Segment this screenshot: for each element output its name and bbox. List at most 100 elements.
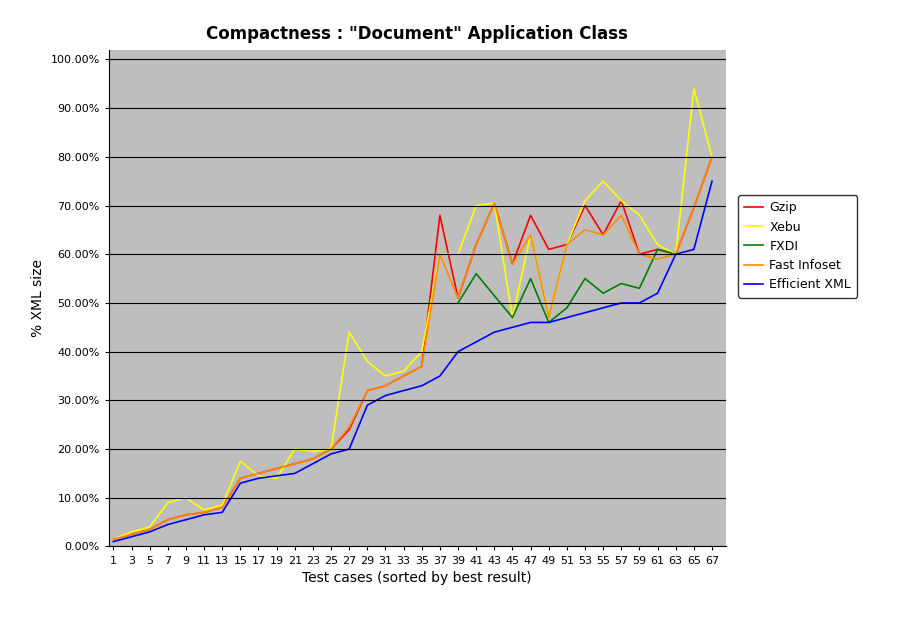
Efficient XML (471, 338, 482, 346)
Line: Gzip: Gzip (113, 157, 712, 539)
Xebu (144, 524, 155, 531)
Xebu (561, 241, 572, 248)
Efficient XML (253, 474, 264, 482)
Xebu (398, 368, 409, 375)
FXDI (471, 270, 482, 278)
Efficient XML (652, 289, 663, 297)
Gzip (543, 246, 554, 253)
Efficient XML (561, 314, 572, 321)
Fast Infoset (525, 231, 536, 238)
Gzip (434, 212, 445, 219)
Fast Infoset (199, 509, 210, 516)
Gzip (253, 469, 264, 477)
FXDI (670, 250, 681, 258)
Gzip (199, 509, 210, 516)
Efficient XML (453, 348, 463, 355)
Title: Compactness : "Document" Application Class: Compactness : "Document" Application Cla… (206, 25, 629, 43)
Xebu (180, 494, 191, 502)
Line: Fast Infoset: Fast Infoset (113, 157, 712, 539)
Fast Infoset (688, 204, 699, 212)
Xebu (670, 250, 681, 258)
Efficient XML (634, 299, 645, 307)
Xebu (380, 372, 391, 379)
Gzip (326, 445, 336, 453)
Line: FXDI: FXDI (458, 250, 676, 322)
Fast Infoset (235, 474, 246, 482)
FXDI (507, 314, 518, 321)
FXDI (525, 275, 536, 283)
Efficient XML (598, 304, 609, 312)
Fast Infoset (634, 250, 645, 258)
Xebu (344, 329, 355, 336)
Efficient XML (108, 538, 119, 545)
Xebu (416, 348, 427, 355)
Efficient XML (525, 319, 536, 326)
Fast Infoset (271, 465, 282, 473)
Gzip (180, 511, 191, 519)
Fast Infoset (507, 260, 518, 268)
Xebu (289, 445, 300, 453)
Gzip (217, 504, 228, 511)
Fast Infoset (144, 526, 155, 533)
Xebu (199, 506, 210, 514)
Gzip (616, 197, 627, 204)
Fast Infoset (707, 153, 717, 161)
Xebu (543, 314, 554, 321)
Fast Infoset (616, 212, 627, 219)
Fast Infoset (598, 231, 609, 238)
Gzip (235, 474, 246, 482)
Efficient XML (416, 382, 427, 389)
Gzip (144, 526, 155, 533)
Line: Efficient XML: Efficient XML (113, 181, 712, 542)
Efficient XML (380, 392, 391, 399)
Xebu (453, 250, 463, 258)
Efficient XML (271, 472, 282, 479)
Xebu (326, 445, 336, 453)
FXDI (634, 284, 645, 292)
Efficient XML (707, 178, 717, 185)
Gzip (598, 231, 609, 238)
Xebu (688, 85, 699, 93)
Gzip (362, 387, 373, 394)
Gzip (489, 199, 500, 207)
Gzip (289, 460, 300, 468)
Fast Infoset (289, 460, 300, 468)
Line: Xebu: Xebu (113, 89, 712, 539)
Fast Infoset (380, 382, 391, 389)
Gzip (561, 241, 572, 248)
FXDI (580, 275, 590, 283)
FXDI (561, 304, 572, 312)
Gzip (525, 212, 536, 219)
Xebu (525, 231, 536, 238)
Efficient XML (199, 511, 210, 519)
Xebu (616, 197, 627, 204)
Xebu (253, 472, 264, 479)
Efficient XML (217, 509, 228, 516)
Gzip (162, 516, 173, 524)
Y-axis label: % XML size: % XML size (31, 259, 45, 337)
Gzip (580, 202, 590, 209)
Fast Infoset (307, 455, 318, 463)
Xebu (126, 528, 137, 535)
Gzip (344, 426, 355, 433)
Xebu (271, 474, 282, 482)
Gzip (380, 382, 391, 389)
Gzip (398, 372, 409, 379)
Gzip (416, 363, 427, 370)
Fast Infoset (126, 530, 137, 538)
Xebu (108, 535, 119, 543)
Gzip (670, 250, 681, 258)
Efficient XML (162, 521, 173, 528)
Fast Infoset (253, 469, 264, 477)
Gzip (652, 246, 663, 253)
Gzip (271, 465, 282, 473)
Xebu (580, 197, 590, 204)
Gzip (307, 455, 318, 463)
Xebu (707, 153, 717, 161)
FXDI (652, 246, 663, 253)
Fast Infoset (217, 504, 228, 511)
Efficient XML (688, 246, 699, 253)
Efficient XML (616, 299, 627, 307)
Xebu (507, 314, 518, 321)
Efficient XML (543, 319, 554, 326)
